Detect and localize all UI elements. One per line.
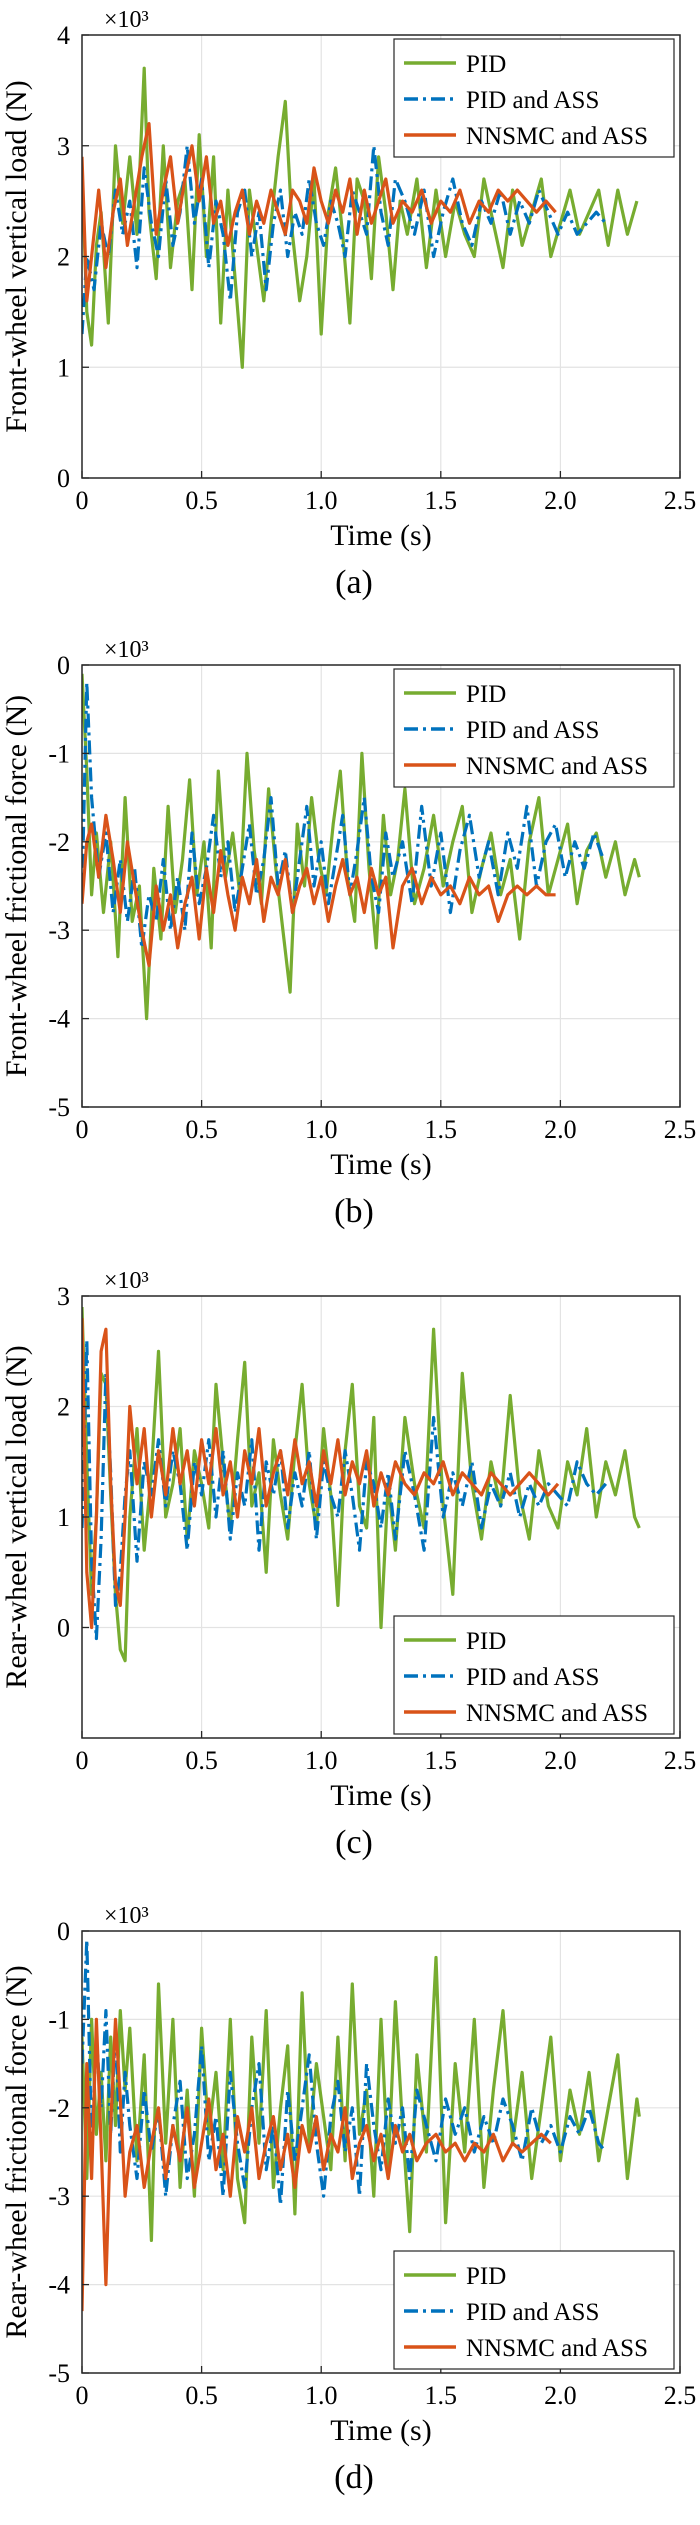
series-line-pid-and-ass xyxy=(82,681,606,950)
y-tick-label: 0 xyxy=(57,651,70,680)
series-group xyxy=(82,1306,641,1663)
axes-box xyxy=(81,664,681,1108)
legend-label: PID and ASS xyxy=(466,1664,599,1691)
x-tick-label: 1.0 xyxy=(305,2381,338,2410)
series-line-nnsmc-and-ass xyxy=(82,121,557,303)
panel-d: 0 0.5 1.0 1.5 2.0 2.5 -5 -4 -3 -2 -1 0 ×10³ Time (s) R… xyxy=(0,1903,696,2496)
panel-label: (c) xyxy=(335,1824,373,1861)
legend: PID PID and ASS NNSMC and ASS xyxy=(393,2250,675,2370)
y-tick-label: -3 xyxy=(48,916,70,945)
x-tick-label: 0.5 xyxy=(185,1746,218,1775)
series-line-pid xyxy=(82,66,639,369)
legend-label: NNSMC and ASS xyxy=(466,753,648,780)
x-tick-label: 1.5 xyxy=(425,1746,458,1775)
series-line-pid-and-ass xyxy=(82,1338,608,1641)
series-line-nnsmc-and-ass xyxy=(82,2017,552,2312)
x-tick-label: 2.0 xyxy=(544,486,577,515)
x-tick-label: 1.0 xyxy=(305,486,338,515)
panel-label: (d) xyxy=(334,2459,374,2496)
series-group xyxy=(82,1938,641,2312)
x-tick-label: 2.0 xyxy=(544,2381,577,2410)
panel-label: (b) xyxy=(334,1193,374,1230)
y-scale-label: ×10³ xyxy=(104,1268,149,1294)
legend: PID PID and ASS NNSMC and ASS xyxy=(393,38,675,158)
panel-b: 0 0.5 1.0 1.5 2.0 2.5 -5 -4 -3 -2 -1 0 ×10³ Time (s) F… xyxy=(0,637,696,1230)
x-tick-label: 0 xyxy=(76,1746,89,1775)
legend-label: PID xyxy=(466,2263,506,2290)
series-group xyxy=(82,673,641,1021)
x-tick-label: 2.5 xyxy=(664,2381,697,2410)
series-group xyxy=(82,66,639,369)
y-scale-label: ×10³ xyxy=(104,637,149,663)
x-tick-label: 2.5 xyxy=(664,1746,697,1775)
legend-label: NNSMC and ASS xyxy=(466,123,648,150)
y-tick-label: 4 xyxy=(57,21,70,50)
x-tick-label: 1.5 xyxy=(425,1115,458,1144)
y-tick-label: -4 xyxy=(48,2271,70,2300)
y-tick-label: 2 xyxy=(57,243,70,272)
y-axis-label: Front-wheel vertical load (N) xyxy=(0,80,33,432)
series-line-pid-and-ass xyxy=(82,1938,608,2207)
x-tick-label: 1.0 xyxy=(305,1115,338,1144)
y-tick-label: 3 xyxy=(57,132,70,161)
y-tick-label: 1 xyxy=(57,353,70,382)
x-tick-label: 1.5 xyxy=(425,2381,458,2410)
y-tick-label: -2 xyxy=(48,828,70,857)
y-tick-label: 3 xyxy=(57,1282,70,1311)
y-tick-label: 0 xyxy=(57,464,70,493)
x-tick-label: 2.0 xyxy=(544,1115,577,1144)
y-tick-label: -3 xyxy=(48,2182,70,2211)
x-tick-label: 0 xyxy=(76,1115,89,1144)
x-tick-label: 2.5 xyxy=(664,1115,697,1144)
series-line-nnsmc-and-ass xyxy=(82,813,556,968)
y-scale-label: ×10³ xyxy=(104,7,149,33)
series-line-pid xyxy=(82,1955,641,2242)
x-tick-label: 1.5 xyxy=(425,486,458,515)
y-tick-label: -5 xyxy=(48,2359,70,2388)
x-tick-label: 0.5 xyxy=(185,2381,218,2410)
y-tick-label: -1 xyxy=(48,739,70,768)
y-axis-label: Rear-wheel vertical load (N) xyxy=(0,1345,33,1688)
y-tick-label: 0 xyxy=(57,1614,70,1643)
x-axis-label: Time (s) xyxy=(330,519,431,552)
y-tick-label: 1 xyxy=(57,1503,70,1532)
legend-label: PID and ASS xyxy=(466,87,599,114)
y-tick-label: -1 xyxy=(48,2005,70,2034)
x-tick-label: 2.5 xyxy=(664,486,697,515)
x-tick-label: 0.5 xyxy=(185,486,218,515)
y-tick-label: -5 xyxy=(48,1093,70,1122)
legend: PID PID and ASS NNSMC and ASS xyxy=(393,668,675,788)
legend: PID PID and ASS NNSMC and ASS xyxy=(393,1615,675,1735)
x-tick-label: 2.0 xyxy=(544,1746,577,1775)
x-tick-label: 1.0 xyxy=(305,1746,338,1775)
x-tick-label: 0.5 xyxy=(185,1115,218,1144)
legend-label: NNSMC and ASS xyxy=(466,1700,648,1727)
y-axis-label: Front-wheel frictional force (N) xyxy=(0,695,33,1077)
series-line-pid-and-ass xyxy=(82,144,608,335)
y-axis-label: Rear-wheel frictional force (N) xyxy=(0,1965,33,2338)
x-axis-label: Time (s) xyxy=(330,1779,431,1812)
panel-c: 0 0.5 1.0 1.5 2.0 2.5 0 1 2 3 ×10³ Time (s) Rear-whe… xyxy=(0,1268,696,1861)
y-tick-label: 0 xyxy=(57,1917,70,1946)
axes-box xyxy=(81,1930,681,2374)
y-tick-label: -2 xyxy=(48,2094,70,2123)
series-line-nnsmc-and-ass xyxy=(82,1318,560,1630)
legend-label: PID xyxy=(466,1628,506,1655)
y-scale-label: ×10³ xyxy=(104,1903,149,1929)
x-tick-label: 0 xyxy=(76,2381,89,2410)
y-tick-label: -4 xyxy=(48,1005,70,1034)
x-tick-label: 0 xyxy=(76,486,89,515)
legend-label: PID and ASS xyxy=(466,717,599,744)
legend-label: NNSMC and ASS xyxy=(466,2335,648,2362)
legend-label: PID xyxy=(466,681,506,708)
legend-label: PID xyxy=(466,51,506,78)
series-line-pid xyxy=(82,673,641,1021)
panel-a: 0 0.5 1.0 1.5 2.0 2.5 0 1 2 3 4 ×10³ Time (s) Front-w… xyxy=(0,7,696,601)
y-tick-label: 2 xyxy=(57,1393,70,1422)
x-axis-label: Time (s) xyxy=(330,1148,431,1181)
panel-label: (a) xyxy=(335,564,373,601)
legend-label: PID and ASS xyxy=(466,2299,599,2326)
x-axis-label: Time (s) xyxy=(330,2414,431,2447)
